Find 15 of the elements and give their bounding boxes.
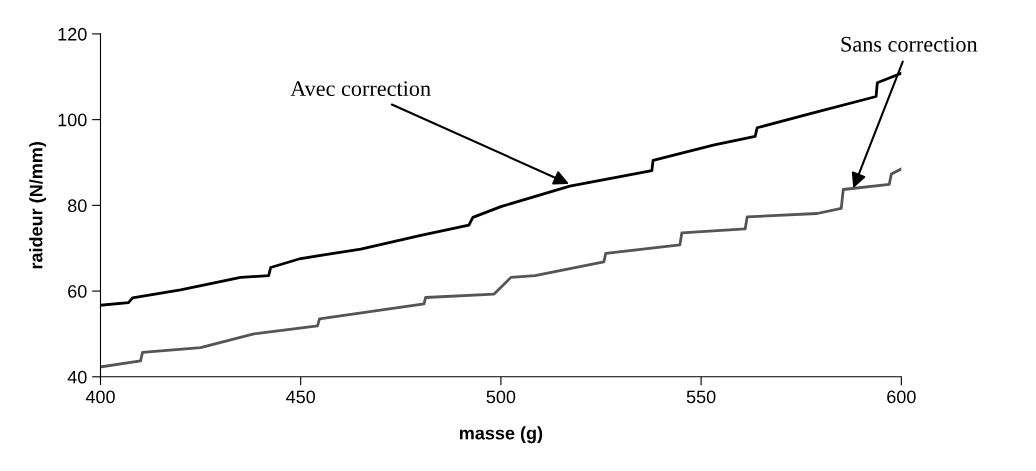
x-tick-label: 550 [686,390,716,404]
x-tick-label: 450 [286,390,316,404]
y-tick-label: 120 [58,27,87,41]
y-tick-label: 100 [58,113,87,127]
y-tick-label: 80 [68,199,87,213]
x-tick-label: 600 [887,390,916,404]
annotation: Avec correction [290,81,431,97]
x-tick-label: 400 [85,390,115,404]
x-tick-label: 500 [486,390,516,404]
annotation: Sans correction [841,36,978,52]
x-axis-title: masse (g) [459,426,543,444]
y-axis-title: raideur (N/mm) [29,142,47,269]
y-tick-label: 60 [68,285,87,298]
line-series [100,167,902,369]
y-tick-label: 40 [67,370,87,384]
